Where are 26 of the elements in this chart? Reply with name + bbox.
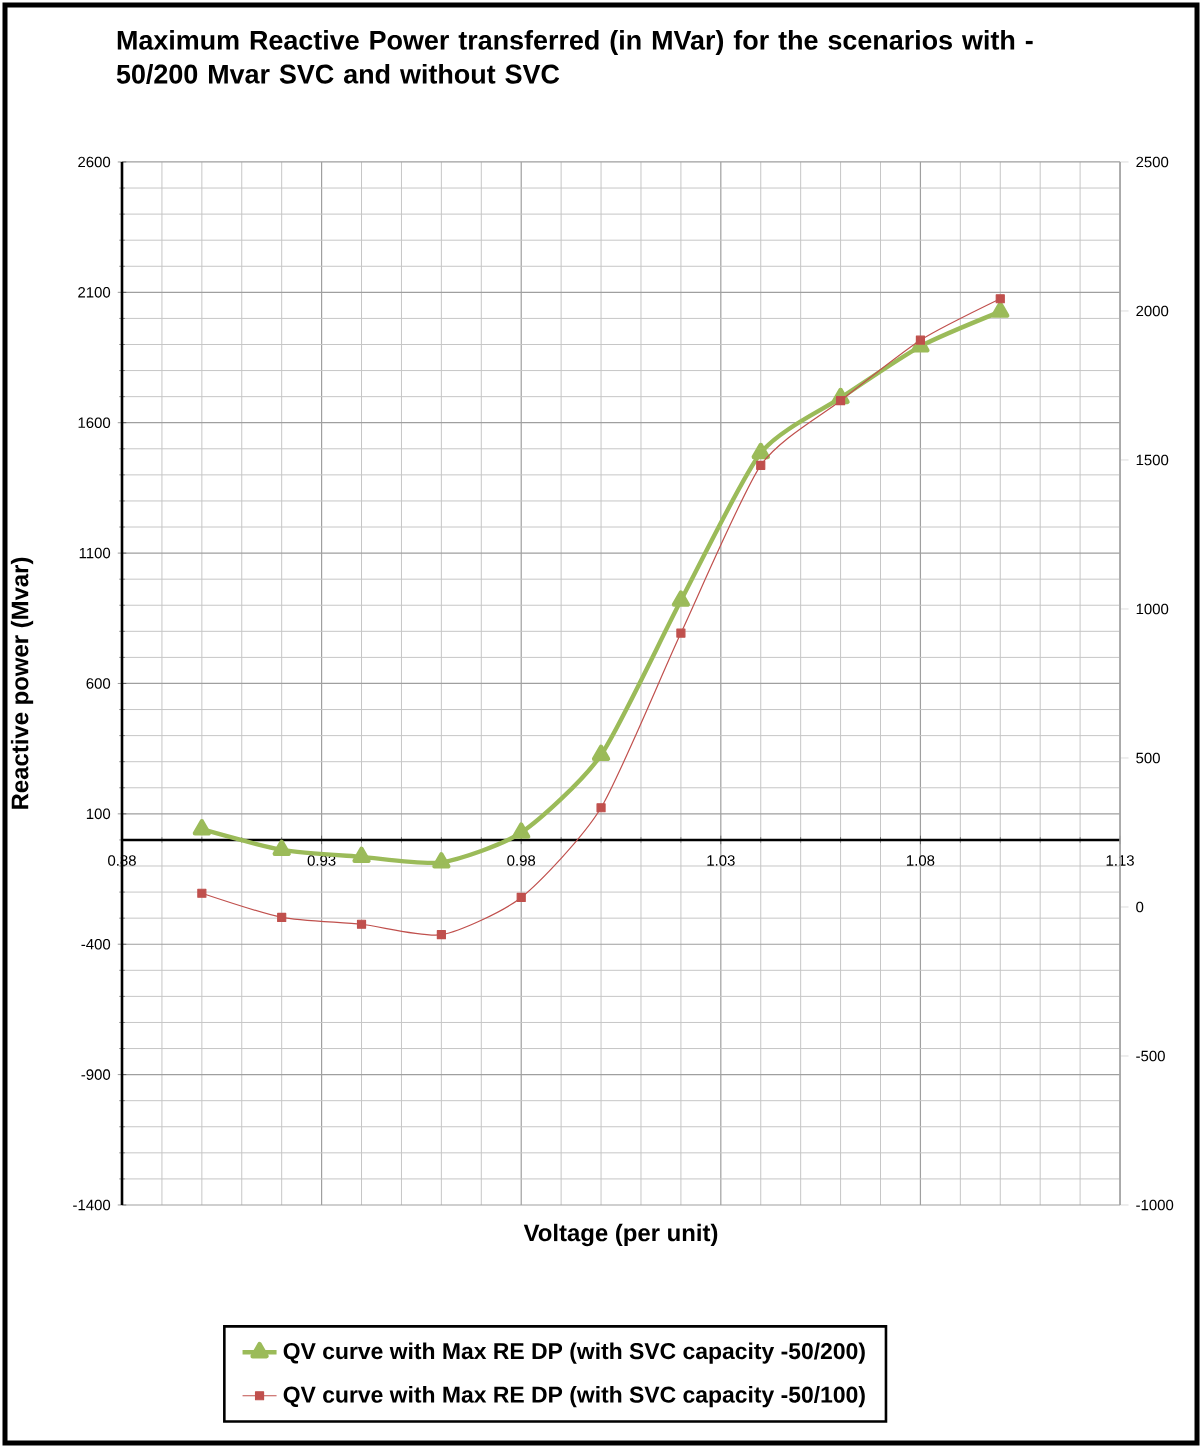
y2-tick-label: 1000	[1136, 603, 1169, 615]
x-axis-title: Voltage (per unit)	[523, 1223, 718, 1247]
x-tick-label: 1.03	[707, 855, 735, 866]
y2-tick-label: 500	[1136, 752, 1160, 764]
x-tick-label: 1.08	[907, 855, 935, 866]
legend-label: QV curve with Max RE DP (with SVC capacity -50/200)	[283, 1342, 865, 1364]
y-tick-label: -1400	[73, 1199, 111, 1211]
y-tick-label: 100	[86, 808, 111, 820]
y2-tick-label: 2500	[1136, 156, 1169, 168]
legend-label: QV curve with Max RE DP (with SVC capacity -50/100)	[283, 1385, 865, 1408]
x-tick-label: 1.13	[1106, 855, 1134, 866]
y2-tick-label: -1000	[1136, 1199, 1174, 1211]
y-tick-label: 2600	[78, 156, 111, 168]
y2-tick-label: -500	[1136, 1050, 1165, 1062]
y-tick-label: -900	[81, 1069, 111, 1080]
y-tick-label: 2100	[78, 287, 111, 298]
y2-tick-label: 2000	[1136, 305, 1169, 317]
y-tick-label: 1600	[78, 417, 111, 429]
y-tick-label: -400	[81, 938, 111, 950]
chart-title: Maximum Reactive Power transferred (in MVar) for the scenarios with -50/200 Mvar SVC and without SVC	[116, 30, 1033, 84]
y2-tick-label: 0	[1136, 901, 1144, 913]
x-tick-label: 0.98	[507, 855, 536, 866]
y-tick-label: 600	[86, 678, 111, 689]
y-tick-label: 1100	[79, 547, 111, 559]
y-axis-title: Reactive power (Mvar)	[10, 557, 34, 809]
y2-tick-label: 1500	[1136, 454, 1169, 466]
